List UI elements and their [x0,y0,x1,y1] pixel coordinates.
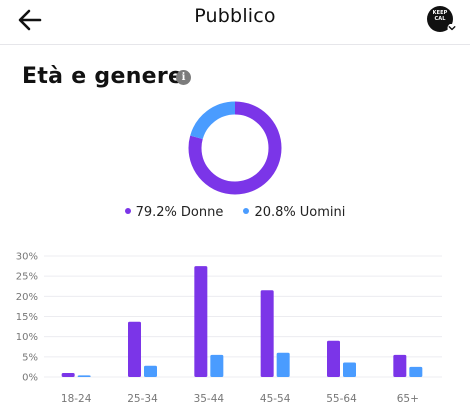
bar-donne-55-64 [327,340,340,377]
bar-uomini-25-34 [144,365,157,377]
avatar-text: KEEP CAL [427,10,453,22]
bar-donne-35-44 [194,266,208,377]
legend-men-value: 20.8% [254,205,296,220]
section-title: Età e genere [22,64,184,89]
y-tick-label: 10% [16,332,38,343]
bar-uomini-18-24 [77,375,91,377]
top-bar: Pubblico KEEP CAL [0,0,470,45]
x-tick-label: 25-34 [127,393,158,405]
bar-uomini-45-54 [276,352,290,377]
chevron-down-icon[interactable] [447,24,457,32]
y-tick-label: 15% [16,312,38,323]
age-bar-chart: 0% 5% 10% 15% 20% 25% 30% 18-24 25-34 35-44 45-54 5… [16,252,442,405]
donut-segment-uomini [188,101,282,195]
back-arrow-icon[interactable] [16,6,52,34]
legend-dot-men [243,208,250,214]
legend-item-men: 20.8% Uomini [243,205,345,220]
bar-donne-18-24 [61,372,75,377]
x-tick-label: 35-44 [194,393,225,405]
legend-item-women: 79.2% Donne [124,205,224,220]
y-tick-label: 5% [22,352,38,363]
avatar-text-line-2: CAL [434,16,446,22]
legend-women-label: Donne [180,205,224,220]
bar-donne-65+ [393,354,407,377]
legend-men-label: Uomini [299,205,346,220]
bar-donne-45-54 [260,290,274,377]
y-tick-label: 0% [22,373,38,384]
avatar-text-line-1: KEEP [432,10,448,16]
x-tick-label: 18-24 [61,393,92,405]
bar-donne-25-34 [128,321,141,377]
page-title: Pubblico [194,5,276,27]
x-tick-label: 55-64 [326,393,357,405]
info-icon[interactable]: i [176,70,191,85]
legend-dot-women [124,208,131,214]
x-tick-label: 65+ [397,393,419,405]
avatar[interactable]: KEEP CAL [427,6,453,32]
y-tick-label: 30% [16,252,38,263]
y-tick-label: 20% [16,292,38,303]
legend-women-value: 79.2% [135,205,177,220]
gender-donut-chart [188,101,282,195]
bar-uomini-55-64 [343,362,356,377]
x-tick-label: 45-54 [260,393,291,405]
gender-legend: 79.2% Donne 20.8% Uomini [0,205,470,220]
y-tick-label: 25% [16,272,38,283]
bar-uomini-35-44 [210,354,224,377]
bar-uomini-65+ [409,366,423,377]
